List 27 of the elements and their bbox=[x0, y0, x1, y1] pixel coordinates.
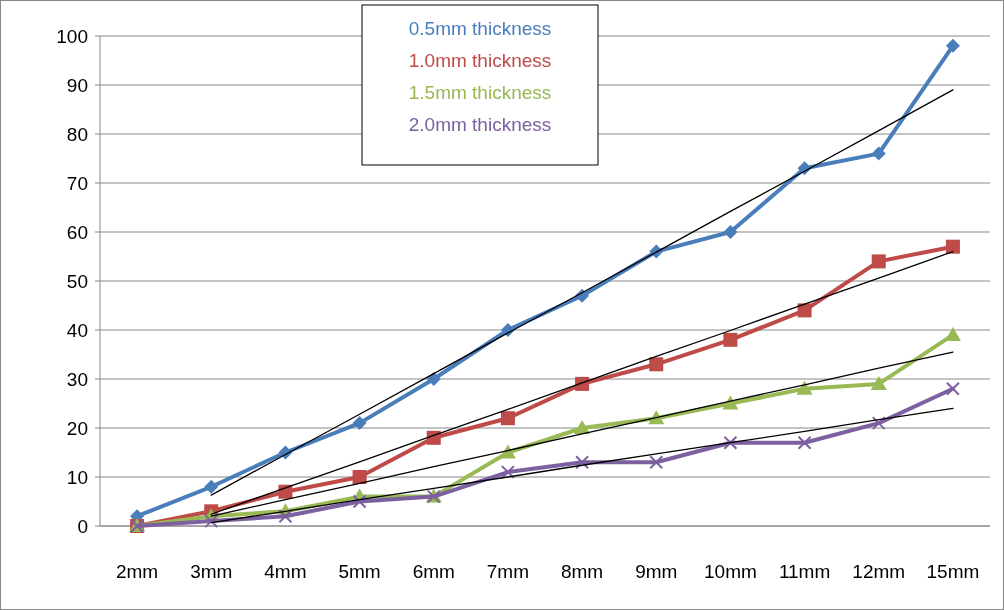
y-tick-label: 100 bbox=[56, 25, 88, 47]
x-tick-label: 9mm bbox=[635, 561, 678, 582]
y-tick-label: 90 bbox=[66, 74, 88, 96]
y-tick-label: 80 bbox=[66, 123, 88, 145]
x-tick-label: 15mm bbox=[926, 561, 980, 582]
y-tick-label: 20 bbox=[66, 417, 88, 439]
y-tick-label: 10 bbox=[66, 466, 88, 488]
text: 0.5mm thickness bbox=[408, 18, 552, 39]
x-tick-label: 8mm bbox=[560, 561, 604, 582]
text: 1.5mm thickness bbox=[408, 82, 552, 103]
y-tick-label: 30 bbox=[66, 368, 88, 390]
x-tick-label: 5mm bbox=[338, 561, 381, 582]
x-tick-label: 7mm bbox=[486, 561, 530, 582]
x-tick-label: 11mm bbox=[778, 561, 831, 582]
text: 1.0mm thickness bbox=[408, 50, 552, 71]
y-tick-label: 70 bbox=[66, 172, 88, 194]
x-tick-label: 10mm bbox=[704, 561, 757, 582]
y-tick-label: 0 bbox=[77, 515, 88, 537]
x-tick-label: 12mm bbox=[852, 561, 906, 582]
x-tick-label: 4mm bbox=[264, 561, 307, 582]
text: 2.0mm thickness bbox=[408, 114, 552, 135]
x-tick-label: 2mm bbox=[115, 561, 159, 582]
y-tick-label: 40 bbox=[66, 319, 88, 341]
x-tick-label: 3mm bbox=[190, 561, 233, 582]
y-tick-label: 60 bbox=[66, 221, 88, 243]
x-tick-label: 6mm bbox=[412, 561, 455, 582]
y-tick-label: 50 bbox=[66, 270, 88, 292]
